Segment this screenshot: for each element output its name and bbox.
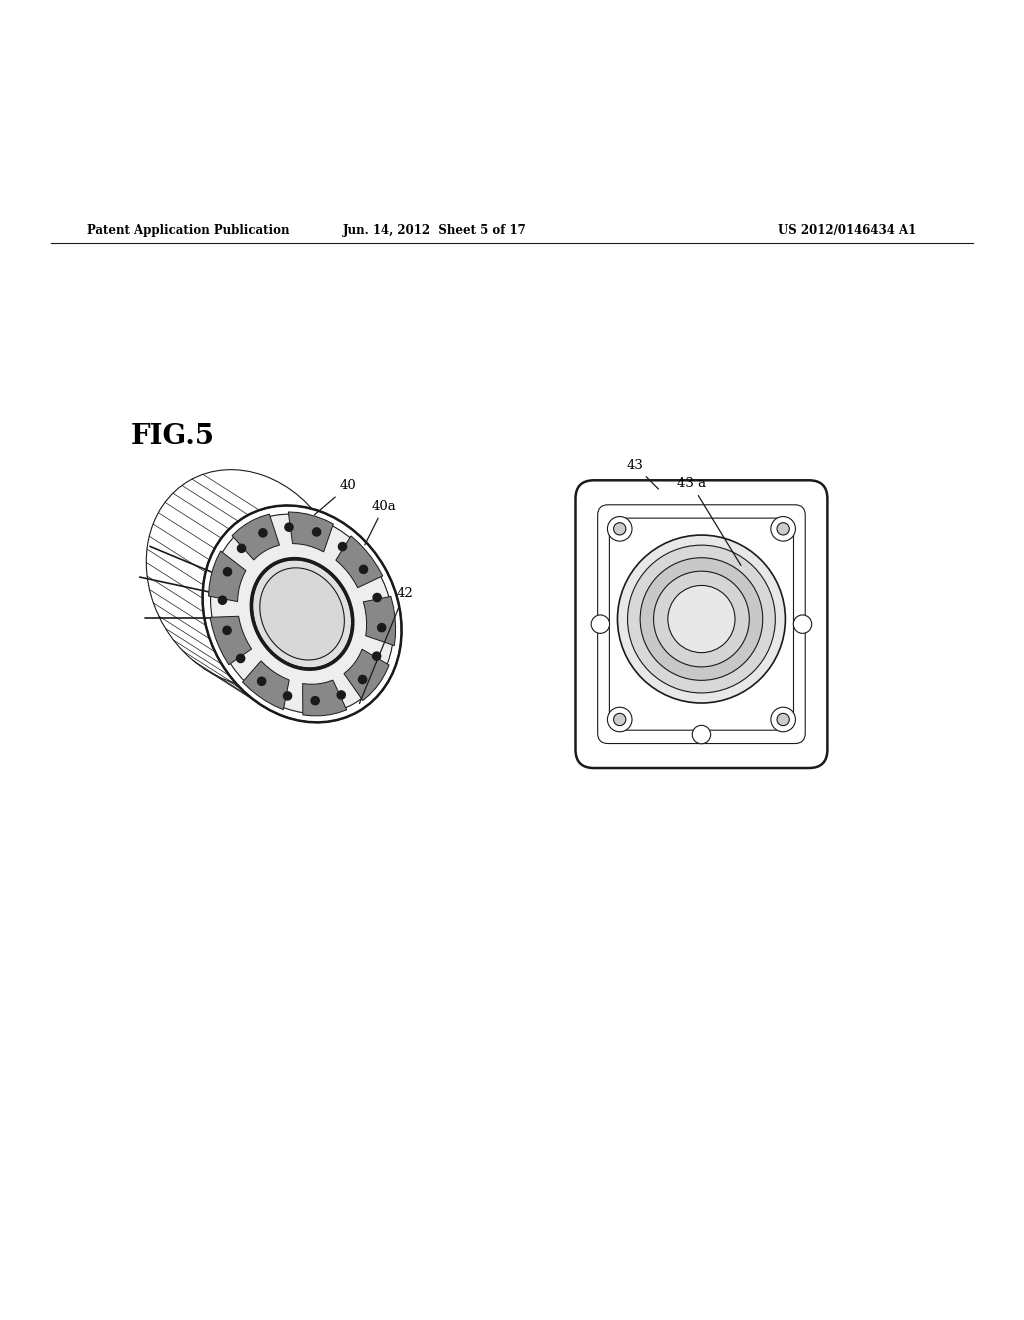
Circle shape xyxy=(312,528,321,536)
Circle shape xyxy=(777,713,790,726)
Circle shape xyxy=(777,523,790,535)
Circle shape xyxy=(771,708,796,731)
Text: FIG.5: FIG.5 xyxy=(131,424,215,450)
Polygon shape xyxy=(243,661,289,710)
Circle shape xyxy=(373,594,381,602)
FancyBboxPatch shape xyxy=(575,480,827,768)
Circle shape xyxy=(607,708,632,731)
Circle shape xyxy=(771,516,796,541)
Circle shape xyxy=(237,655,245,663)
Polygon shape xyxy=(364,597,395,645)
Ellipse shape xyxy=(203,506,401,722)
Circle shape xyxy=(218,597,226,605)
Circle shape xyxy=(613,523,626,535)
Text: Jun. 14, 2012  Sheet 5 of 17: Jun. 14, 2012 Sheet 5 of 17 xyxy=(343,224,527,236)
Circle shape xyxy=(613,713,626,726)
Circle shape xyxy=(373,652,381,660)
Text: 40a: 40a xyxy=(365,500,396,545)
Circle shape xyxy=(338,543,346,550)
Circle shape xyxy=(617,535,785,704)
Circle shape xyxy=(591,615,609,634)
FancyBboxPatch shape xyxy=(609,519,794,730)
Circle shape xyxy=(378,623,386,632)
Polygon shape xyxy=(209,550,246,602)
Polygon shape xyxy=(289,512,334,552)
Ellipse shape xyxy=(211,515,393,714)
Text: 43 a: 43 a xyxy=(677,478,741,565)
Ellipse shape xyxy=(260,568,344,660)
Polygon shape xyxy=(232,513,280,560)
Circle shape xyxy=(259,529,267,537)
Ellipse shape xyxy=(146,470,345,686)
Circle shape xyxy=(628,545,775,693)
Text: 40: 40 xyxy=(314,479,356,515)
Text: US 2012/0146434 A1: US 2012/0146434 A1 xyxy=(778,224,916,236)
Circle shape xyxy=(359,565,368,573)
Circle shape xyxy=(794,615,812,634)
Circle shape xyxy=(692,725,711,743)
Text: 43: 43 xyxy=(627,459,658,490)
FancyBboxPatch shape xyxy=(598,504,805,743)
Ellipse shape xyxy=(252,560,352,668)
Circle shape xyxy=(284,692,292,700)
Polygon shape xyxy=(210,616,252,665)
Circle shape xyxy=(311,697,319,705)
Circle shape xyxy=(258,677,266,685)
Circle shape xyxy=(358,676,367,684)
Circle shape xyxy=(607,516,632,541)
Text: Patent Application Publication: Patent Application Publication xyxy=(87,224,290,236)
Circle shape xyxy=(238,544,246,553)
Circle shape xyxy=(337,690,345,700)
Circle shape xyxy=(640,558,763,680)
Circle shape xyxy=(223,568,231,576)
Polygon shape xyxy=(303,680,347,715)
Circle shape xyxy=(223,626,231,635)
Circle shape xyxy=(653,572,750,667)
Circle shape xyxy=(668,586,735,652)
Polygon shape xyxy=(336,536,383,587)
Text: 42: 42 xyxy=(359,587,413,704)
Polygon shape xyxy=(344,649,389,701)
Circle shape xyxy=(285,523,293,531)
